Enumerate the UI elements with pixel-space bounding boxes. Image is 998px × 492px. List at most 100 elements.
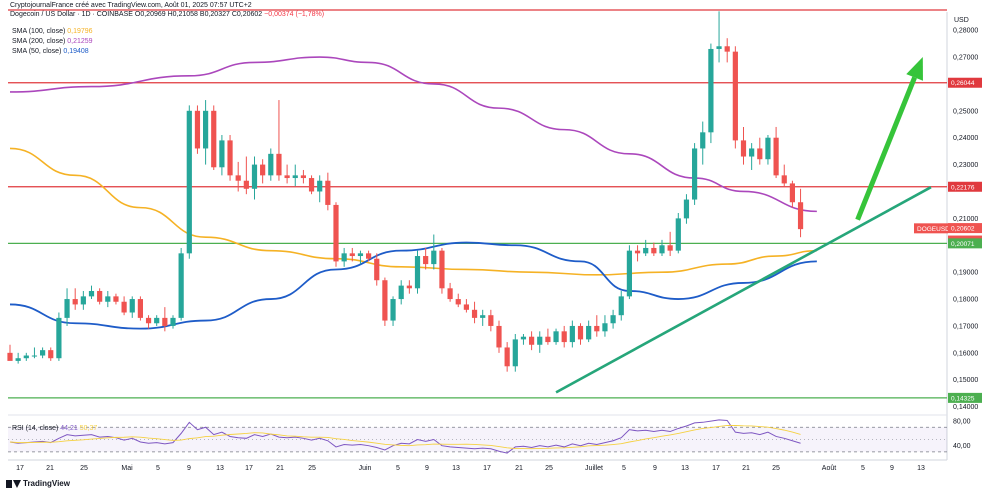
candle-body[interactable]: [284, 175, 290, 179]
last-name-price-tag[interactable]: [914, 223, 948, 234]
candle-body[interactable]: [431, 250, 437, 265]
resistance-price-tag[interactable]: [948, 77, 982, 88]
candle-body[interactable]: [268, 153, 274, 176]
candle-body[interactable]: [137, 299, 143, 318]
candle-body[interactable]: [374, 258, 380, 281]
candle-body[interactable]: [512, 339, 518, 367]
candle-body[interactable]: [7, 352, 13, 361]
candle-body[interactable]: [129, 299, 135, 313]
rsi-line[interactable]: [9, 419, 801, 454]
candle-body[interactable]: [520, 336, 527, 340]
candle-body[interactable]: [349, 253, 355, 257]
candle-body[interactable]: [504, 347, 510, 367]
candle-body[interactable]: [773, 137, 779, 176]
candle-body[interactable]: [471, 309, 478, 318]
candle-body[interactable]: [586, 325, 592, 340]
candle-body[interactable]: [390, 299, 396, 321]
candle-body[interactable]: [797, 202, 804, 230]
candle-body[interactable]: [194, 110, 201, 149]
candle-body[interactable]: [553, 331, 559, 343]
candle-body[interactable]: [659, 245, 665, 254]
candle-body[interactable]: [439, 250, 445, 289]
candle-body[interactable]: [577, 325, 584, 340]
candle-body[interactable]: [626, 250, 632, 297]
candle-body[interactable]: [716, 46, 722, 49]
candle-body[interactable]: [634, 250, 641, 254]
candle-body[interactable]: [154, 317, 160, 324]
candle-body[interactable]: [243, 180, 249, 189]
candle-body[interactable]: [88, 290, 95, 297]
candle-body[interactable]: [308, 178, 315, 192]
candle-body[interactable]: [251, 164, 258, 189]
symbol-title[interactable]: Dogecoin / US Dollar · 1D · COINBASE: [10, 11, 133, 18]
candle-body[interactable]: [651, 247, 657, 254]
candle-body[interactable]: [480, 315, 486, 318]
legend-sma100[interactable]: SMA (100, close) 0,19796: [12, 27, 93, 37]
candle-body[interactable]: [341, 253, 347, 262]
candle-body[interactable]: [300, 175, 306, 179]
candle-body[interactable]: [406, 285, 412, 289]
candle-body[interactable]: [488, 315, 494, 326]
candle-body[interactable]: [643, 247, 649, 254]
candle-body[interactable]: [683, 199, 690, 219]
candle-body[interactable]: [40, 350, 46, 356]
candle-body[interactable]: [56, 317, 62, 359]
candle-body[interactable]: [227, 140, 233, 176]
candle-body[interactable]: [170, 317, 176, 326]
candle-body[interactable]: [31, 355, 38, 357]
candle-body[interactable]: [537, 336, 543, 345]
candle-body[interactable]: [325, 180, 331, 205]
candle-body[interactable]: [423, 256, 429, 265]
candle-body[interactable]: [235, 175, 241, 181]
bullish-arrow-shaft[interactable]: [855, 76, 917, 221]
legend-sma50[interactable]: SMA (50, close) 0,19408: [12, 47, 93, 57]
bullish-arrow-head[interactable]: [906, 57, 923, 81]
rsi-legend[interactable]: RSI (14, close) 44,21 50,37: [12, 425, 97, 432]
candle-body[interactable]: [105, 296, 111, 302]
candle-body[interactable]: [455, 299, 461, 305]
candle-body[interactable]: [789, 183, 795, 203]
candle-body[interactable]: [178, 253, 184, 318]
candle-body[interactable]: [398, 285, 404, 300]
candle-body[interactable]: [740, 140, 747, 157]
candle-body[interactable]: [545, 336, 551, 343]
candle-body[interactable]: [97, 290, 103, 302]
resistance-price-tag[interactable]: [948, 181, 982, 192]
support-trendline[interactable]: [555, 186, 932, 394]
candle-body[interactable]: [80, 296, 86, 305]
candle-body[interactable]: [529, 336, 535, 345]
candle-body[interactable]: [113, 296, 119, 302]
candle-body[interactable]: [48, 350, 54, 359]
candle-body[interactable]: [186, 110, 192, 254]
candle-body[interactable]: [64, 299, 70, 318]
candle-body[interactable]: [463, 304, 469, 310]
candle-body[interactable]: [357, 253, 364, 257]
candle-body[interactable]: [675, 218, 681, 251]
candle-body[interactable]: [333, 204, 339, 262]
candle-body[interactable]: [382, 280, 388, 321]
candle-body[interactable]: [496, 325, 502, 348]
support-price-tag[interactable]: [948, 238, 982, 249]
last-price-tag[interactable]: [948, 223, 982, 234]
candle-body[interactable]: [561, 331, 567, 343]
candle-body[interactable]: [72, 299, 78, 305]
candle-body[interactable]: [260, 164, 266, 176]
candle-body[interactable]: [219, 140, 225, 168]
candle-body[interactable]: [366, 253, 372, 259]
candle-body[interactable]: [276, 153, 282, 176]
candle-body[interactable]: [162, 317, 168, 326]
candle-body[interactable]: [292, 175, 298, 179]
candle-body[interactable]: [121, 301, 127, 313]
candle-body[interactable]: [724, 46, 730, 52]
candle-body[interactable]: [781, 175, 787, 184]
candle-body[interactable]: [414, 256, 421, 289]
candle-body[interactable]: [765, 137, 771, 160]
candle-body[interactable]: [447, 288, 453, 300]
candle-body[interactable]: [610, 315, 616, 324]
candle-body[interactable]: [23, 355, 29, 359]
candle-body[interactable]: [700, 132, 706, 149]
candle-body[interactable]: [667, 245, 673, 251]
candle-body[interactable]: [317, 180, 323, 192]
candle-body[interactable]: [602, 323, 608, 332]
